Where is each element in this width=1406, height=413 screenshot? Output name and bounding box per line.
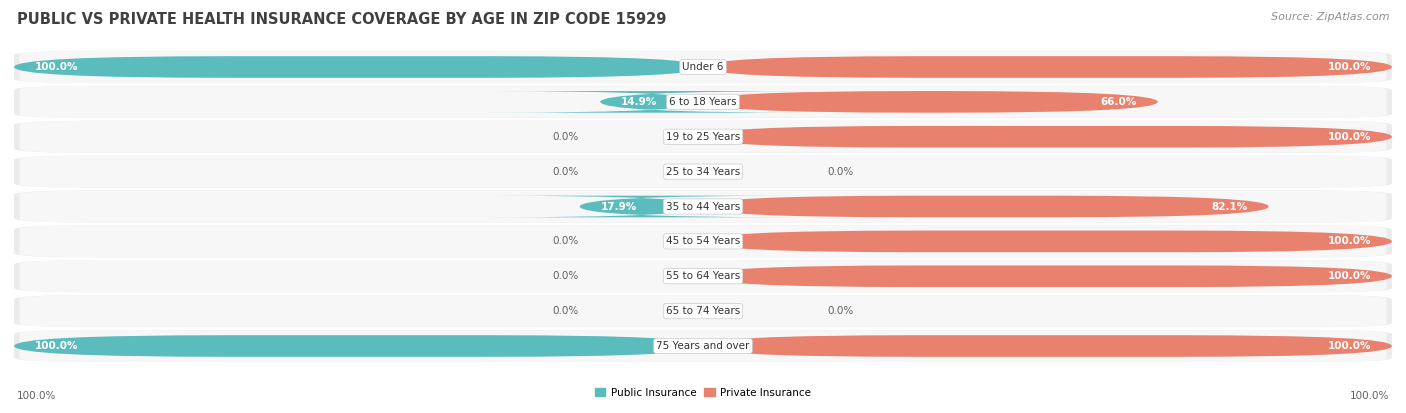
Text: 0.0%: 0.0%: [553, 271, 579, 281]
Text: 82.1%: 82.1%: [1212, 202, 1249, 211]
FancyBboxPatch shape: [20, 261, 1386, 292]
FancyBboxPatch shape: [703, 126, 1392, 147]
FancyBboxPatch shape: [703, 56, 1392, 78]
Text: 100.0%: 100.0%: [35, 62, 79, 72]
Legend: Public Insurance, Private Insurance: Public Insurance, Private Insurance: [591, 384, 815, 402]
Text: 75 Years and over: 75 Years and over: [657, 341, 749, 351]
Text: 100.0%: 100.0%: [1327, 236, 1371, 247]
FancyBboxPatch shape: [14, 121, 1392, 153]
Text: 6 to 18 Years: 6 to 18 Years: [669, 97, 737, 107]
FancyBboxPatch shape: [20, 121, 1386, 152]
Text: 55 to 64 Years: 55 to 64 Years: [666, 271, 740, 281]
Text: 100.0%: 100.0%: [1327, 62, 1371, 72]
FancyBboxPatch shape: [14, 330, 1392, 362]
FancyBboxPatch shape: [703, 266, 1392, 287]
FancyBboxPatch shape: [20, 86, 1386, 118]
FancyBboxPatch shape: [14, 86, 1392, 118]
FancyBboxPatch shape: [14, 156, 1392, 188]
FancyBboxPatch shape: [14, 225, 1392, 257]
FancyBboxPatch shape: [20, 225, 1386, 257]
Text: 0.0%: 0.0%: [553, 236, 579, 247]
FancyBboxPatch shape: [14, 190, 1392, 223]
FancyBboxPatch shape: [489, 91, 814, 113]
FancyBboxPatch shape: [14, 51, 1392, 83]
Text: 100.0%: 100.0%: [1327, 341, 1371, 351]
FancyBboxPatch shape: [14, 335, 703, 357]
Text: 0.0%: 0.0%: [827, 166, 853, 177]
FancyBboxPatch shape: [703, 91, 1157, 113]
FancyBboxPatch shape: [703, 335, 1392, 357]
Text: 100.0%: 100.0%: [1327, 271, 1371, 281]
Text: 0.0%: 0.0%: [827, 306, 853, 316]
Text: 14.9%: 14.9%: [621, 97, 657, 107]
FancyBboxPatch shape: [20, 330, 1386, 362]
Text: PUBLIC VS PRIVATE HEALTH INSURANCE COVERAGE BY AGE IN ZIP CODE 15929: PUBLIC VS PRIVATE HEALTH INSURANCE COVER…: [17, 12, 666, 27]
FancyBboxPatch shape: [703, 230, 1392, 252]
Text: Under 6: Under 6: [682, 62, 724, 72]
Text: 25 to 34 Years: 25 to 34 Years: [666, 166, 740, 177]
FancyBboxPatch shape: [14, 56, 703, 78]
Text: 17.9%: 17.9%: [600, 202, 637, 211]
Text: Source: ZipAtlas.com: Source: ZipAtlas.com: [1271, 12, 1389, 22]
Text: 45 to 54 Years: 45 to 54 Years: [666, 236, 740, 247]
FancyBboxPatch shape: [20, 51, 1386, 83]
FancyBboxPatch shape: [489, 196, 793, 217]
Text: 66.0%: 66.0%: [1101, 97, 1137, 107]
FancyBboxPatch shape: [703, 196, 1268, 217]
Text: 100.0%: 100.0%: [17, 391, 56, 401]
Text: 65 to 74 Years: 65 to 74 Years: [666, 306, 740, 316]
Text: 100.0%: 100.0%: [1327, 132, 1371, 142]
Text: 19 to 25 Years: 19 to 25 Years: [666, 132, 740, 142]
FancyBboxPatch shape: [20, 295, 1386, 327]
FancyBboxPatch shape: [14, 295, 1392, 327]
FancyBboxPatch shape: [14, 260, 1392, 292]
Text: 0.0%: 0.0%: [553, 132, 579, 142]
Text: 35 to 44 Years: 35 to 44 Years: [666, 202, 740, 211]
Text: 100.0%: 100.0%: [35, 341, 79, 351]
Text: 0.0%: 0.0%: [553, 306, 579, 316]
Text: 0.0%: 0.0%: [553, 166, 579, 177]
FancyBboxPatch shape: [20, 191, 1386, 222]
Text: 100.0%: 100.0%: [1350, 391, 1389, 401]
FancyBboxPatch shape: [20, 156, 1386, 188]
